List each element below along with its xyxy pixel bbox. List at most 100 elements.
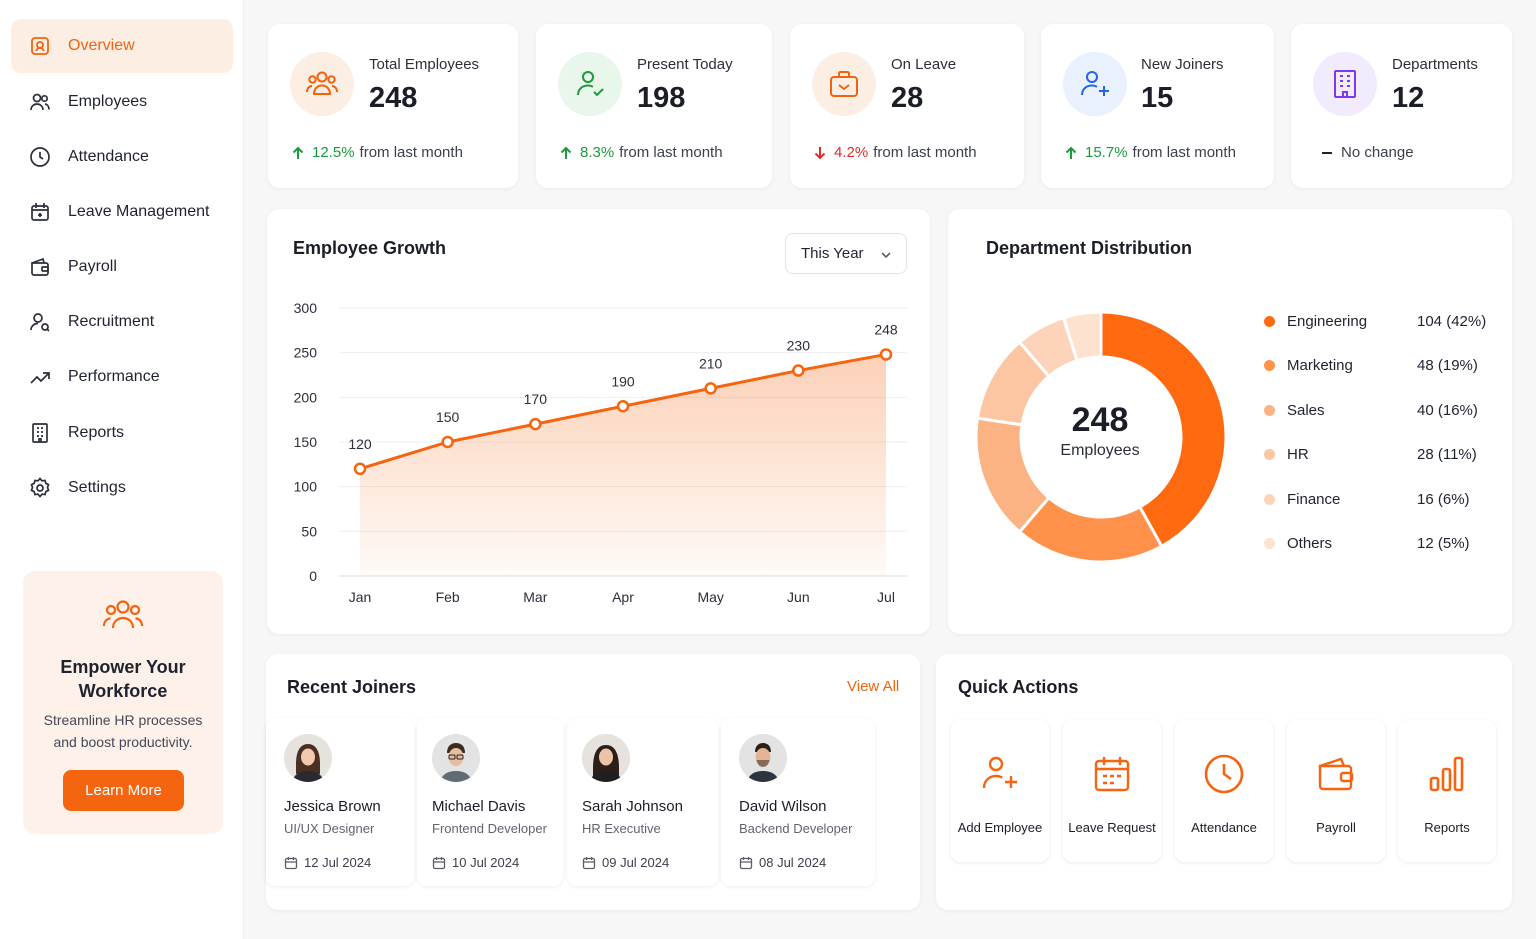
data-point — [441, 435, 454, 449]
user-plus-icon — [978, 752, 1022, 796]
data-label: 230 — [787, 338, 811, 354]
data-point — [616, 400, 630, 413]
attendance-button[interactable]: Attendance — [1175, 720, 1273, 862]
data-label: 248 — [874, 321, 898, 337]
recent-joiners-title: Recent Joiners — [287, 677, 417, 697]
quick-actions-title: Quick Actions — [958, 677, 1079, 697]
sidebar-item-attendance[interactable]: Attendance — [11, 130, 233, 184]
data-point — [704, 382, 717, 395]
joiner-date-text: 08 Jul 2024 — [759, 855, 827, 870]
arrow-down-icon — [812, 145, 828, 161]
joiner-role: UI/UX Designer — [284, 821, 375, 836]
employee-growth-chart: 0 50 100 150 200 250 300 120 Jan 150 Feb 170 Mar 190 A… — [294, 300, 907, 605]
stat-trend-text: from last month — [873, 144, 977, 161]
sidebar-item-employees[interactable]: Employees — [11, 75, 233, 129]
stat-trend-text: No change — [1341, 144, 1414, 161]
joiner-date: 08 Jul 2024 — [739, 855, 826, 870]
y-tick-label: 250 — [294, 345, 318, 361]
joiner-name: Sarah Johnson — [582, 798, 683, 815]
joiner-card[interactable]: Jessica Brown UI/UX Designer 12 Jul 2024 — [266, 718, 414, 886]
stat-trend-text: from last month — [359, 144, 463, 161]
user-search-icon — [28, 310, 52, 334]
avatar — [739, 734, 787, 782]
stat-trend: 15.7% from last month — [1063, 144, 1236, 161]
donut-center-value: 248 — [1071, 401, 1129, 439]
data-point — [879, 348, 893, 361]
data-label: 190 — [611, 373, 635, 389]
x-tick-label: Jul — [877, 589, 895, 605]
calendar-icon — [284, 856, 298, 869]
stat-label: New Joiners — [1141, 56, 1224, 73]
joiner-name: Michael Davis — [432, 798, 526, 815]
data-label: 170 — [524, 391, 548, 407]
x-tick-label: Mar — [523, 589, 547, 605]
add-employee-button[interactable]: Add Employee — [951, 720, 1049, 862]
sidebar-item-performance[interactable]: Performance — [11, 350, 233, 404]
sidebar-item-recruitment[interactable]: Recruitment — [11, 295, 233, 349]
data-point — [529, 417, 542, 431]
stat-value: 28 — [891, 82, 924, 114]
x-tick-label: Jan — [349, 589, 372, 605]
stat-value: 248 — [369, 82, 418, 114]
sidebar-item-leave-management[interactable]: Leave Management — [11, 185, 233, 239]
joiner-date: 10 Jul 2024 — [432, 855, 519, 870]
stat-card-present-today: Present Today 198 8.3% from last month — [536, 24, 772, 188]
reports-button[interactable]: Reports — [1398, 720, 1496, 862]
legend-item: HR 28 (11%) — [1264, 442, 1494, 466]
data-label: 210 — [699, 355, 723, 371]
sidebar-item-label: Attendance — [68, 148, 149, 165]
calendar-leave-icon — [28, 200, 52, 224]
view-all-link[interactable]: View All — [847, 678, 900, 695]
clock-icon — [28, 145, 52, 169]
stat-trend-percent: 12.5% — [312, 144, 355, 161]
leave-request-button[interactable]: Leave Request — [1063, 720, 1161, 862]
sidebar-item-label: Performance — [68, 368, 160, 385]
donut-slice — [1099, 310, 1228, 549]
data-point — [353, 462, 367, 476]
joiner-card[interactable]: Michael Davis Frontend Developer 10 Jul … — [417, 718, 563, 886]
sidebar-item-payroll[interactable]: Payroll — [11, 240, 233, 294]
joiner-date-text: 10 Jul 2024 — [452, 855, 520, 870]
recent-joiners-card: Recent Joiners View All Jessica Brown UI… — [266, 654, 920, 910]
sidebar-item-reports[interactable]: Reports — [11, 406, 233, 460]
sidebar-item-overview[interactable]: Overview — [11, 19, 233, 73]
donut-slice — [1061, 310, 1103, 363]
joiner-date: 09 Jul 2024 — [582, 855, 669, 870]
avatar — [284, 734, 332, 782]
legend-item: Finance 16 (6%) — [1264, 487, 1494, 511]
legend-label: Sales — [1287, 401, 1325, 419]
sidebar-item-label: Payroll — [68, 258, 117, 275]
legend-value: 16 (6%) — [1417, 490, 1470, 508]
legend-dot — [1264, 359, 1275, 371]
quick-action-label: Add Employee — [957, 820, 1043, 835]
learn-more-button[interactable]: Learn More — [63, 770, 184, 811]
range-select[interactable]: This Year — [785, 233, 907, 274]
stat-label: On Leave — [891, 56, 957, 73]
legend-item: Marketing 48 (19%) — [1264, 353, 1494, 377]
wallet-icon — [1314, 752, 1358, 796]
user-check-icon — [558, 52, 622, 116]
building-report-icon — [28, 421, 52, 445]
y-tick-label: 0 — [309, 568, 317, 584]
stat-value: 198 — [637, 82, 686, 114]
sidebar-item-settings[interactable]: Settings — [11, 461, 233, 515]
stat-label: Total Employees — [369, 56, 480, 73]
legend-value: 28 (11%) — [1417, 445, 1477, 463]
joiner-card[interactable]: David Wilson Backend Developer 08 Jul 20… — [721, 718, 875, 886]
joiner-card[interactable]: Sarah Johnson HR Executive 09 Jul 2024 — [567, 718, 718, 886]
quick-action-label: Leave Request — [1068, 820, 1156, 835]
stat-card-departments: Departments 12 No change — [1291, 24, 1512, 188]
sidebar: Overview Employees Attendance Leave Mana… — [0, 0, 244, 939]
user-plus-icon — [1063, 52, 1127, 116]
joiner-role: Backend Developer — [739, 821, 853, 836]
sidebar-item-label: Reports — [68, 424, 125, 441]
stat-trend: No change — [1319, 144, 1414, 161]
stat-label: Present Today — [637, 56, 733, 73]
payroll-button[interactable]: Payroll — [1287, 720, 1385, 862]
stat-value: 12 — [1392, 82, 1425, 114]
employee-growth-title: Employee Growth — [293, 238, 447, 258]
legend-value: 40 (16%) — [1417, 401, 1478, 419]
users-icon — [28, 90, 52, 114]
calendar-icon — [739, 856, 753, 869]
legend-label: Finance — [1287, 490, 1341, 508]
